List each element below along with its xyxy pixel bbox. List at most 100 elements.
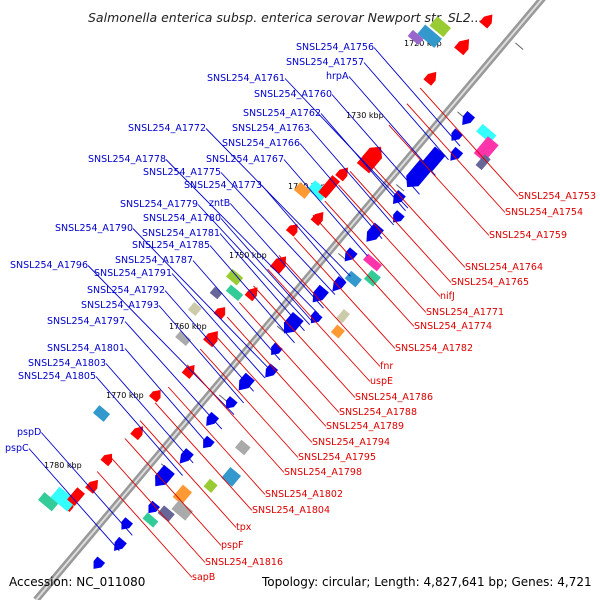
gene-label[interactable]: tpx [236,522,252,533]
gene-feature[interactable] [407,29,424,45]
gene-feature[interactable] [100,451,116,467]
gene-feature[interactable] [118,517,133,533]
gene-feature[interactable] [356,142,387,174]
gene-feature[interactable] [225,284,244,302]
gene-label[interactable]: SNSL254_A1775 [143,167,221,178]
gene-label[interactable]: SNSL254_A1805 [18,371,96,382]
gene-label[interactable]: SNSL254_A1754 [505,207,583,218]
gene-feature[interactable] [310,209,328,226]
gene-label[interactable]: SNSL254_A1796 [10,260,88,271]
gene-label[interactable]: SNSL254_A1788 [339,407,417,418]
gene-feature[interactable] [171,499,193,521]
gene-label[interactable]: SNSL254_A1779 [120,199,198,210]
gene-feature[interactable] [269,253,291,275]
gene-label[interactable]: zntB [209,198,230,209]
gene-label[interactable]: SNSL254_A1798 [284,467,362,478]
gene-feature[interactable] [85,477,102,494]
gene-label[interactable]: SNSL254_A1789 [326,421,404,432]
gene-label[interactable]: SNSL254_A1757 [286,57,364,68]
gene-label[interactable]: SNSL254_A1802 [265,489,343,500]
gene-label[interactable]: SNSL254_A1782 [395,343,473,354]
gene-feature[interactable] [203,327,222,348]
gene-feature[interactable] [479,11,497,29]
gene-feature[interactable] [363,253,382,272]
gene-label[interactable]: pspD [17,427,41,438]
gene-label[interactable]: SNSL254_A1762 [243,108,321,119]
gene-feature[interactable] [417,24,442,48]
gene-label[interactable]: SNSL254_A1786 [355,392,433,403]
gene-feature[interactable] [473,136,499,163]
gene-feature[interactable] [261,363,279,381]
gene-label[interactable]: SNSL254_A1801 [47,343,125,354]
gene-label[interactable]: uspE [370,376,393,387]
gene-feature[interactable] [222,396,238,412]
gene-label[interactable]: SNSL254_A1816 [205,557,283,568]
gene-label[interactable]: SNSL254_A1790 [55,223,133,234]
gene-label[interactable]: SNSL254_A1785 [132,240,210,251]
gene-feature[interactable] [279,311,304,338]
gene-feature[interactable] [389,190,406,207]
gene-label[interactable]: SNSL254_A1778 [88,154,166,165]
gene-label[interactable]: SNSL254_A1780 [143,213,221,224]
gene-label[interactable]: SNSL254_A1761 [207,73,285,84]
gene-feature[interactable] [209,286,223,300]
gene-label[interactable]: SNSL254_A1753 [518,191,596,202]
gene-feature[interactable] [90,556,106,572]
gene-feature[interactable] [329,276,347,295]
gene-label[interactable]: SNSL254_A1787 [115,255,193,266]
gene-label[interactable]: SNSL254_A1793 [81,300,159,311]
gene-feature[interactable] [37,492,59,512]
gene-feature[interactable] [458,111,476,128]
gene-label[interactable]: pspC [5,443,29,454]
gene-label[interactable]: fnr [380,361,393,372]
gene-feature[interactable] [335,164,352,182]
gene-feature[interactable] [446,146,464,164]
gene-feature[interactable] [145,500,160,517]
gene-label[interactable]: SNSL254_A1766 [222,138,300,149]
gene-feature[interactable] [202,411,220,429]
gene-label[interactable]: SNSL254_A1765 [451,277,529,288]
gene-feature[interactable] [285,221,301,237]
gene-feature[interactable] [429,16,452,38]
gene-label[interactable]: sapB [192,572,215,583]
gene-feature[interactable] [226,268,244,286]
gene-label[interactable]: SNSL254_A1803 [28,358,106,369]
gene-label[interactable]: SNSL254_A1792 [87,285,165,296]
gene-feature[interactable] [389,210,405,226]
gene-feature[interactable] [150,464,175,491]
gene-feature[interactable] [142,512,159,528]
gene-feature[interactable] [50,486,77,512]
gene-feature[interactable] [293,182,311,199]
gene-feature[interactable] [203,478,218,493]
gene-label[interactable]: SNSL254_A1773 [184,180,262,191]
gene-feature[interactable] [175,330,192,346]
gene-label[interactable]: hrpA [326,71,349,82]
gene-feature[interactable] [475,154,491,171]
gene-label[interactable]: SNSL254_A1791 [94,268,172,279]
gene-feature[interactable] [149,387,164,403]
gene-feature[interactable] [234,439,251,456]
gene-label[interactable]: SNSL254_A1781 [142,228,220,239]
gene-label[interactable]: SNSL254_A1774 [414,321,492,332]
gene-feature[interactable] [172,484,193,505]
gene-feature[interactable] [244,284,262,302]
gene-feature[interactable] [308,284,329,306]
gene-label[interactable]: nifJ [440,291,455,302]
gene-feature[interactable] [476,123,497,144]
gene-feature[interactable] [454,35,473,56]
gene-label[interactable]: SNSL254_A1772 [128,123,206,134]
gene-feature[interactable] [92,405,111,422]
gene-feature[interactable] [221,467,242,487]
gene-feature[interactable] [67,487,85,506]
gene-feature[interactable] [336,309,350,324]
gene-label[interactable]: SNSL254_A1764 [465,262,543,273]
gene-feature[interactable] [362,222,384,246]
gene-feature[interactable] [448,128,463,144]
gene-feature[interactable] [363,269,381,287]
gene-label[interactable]: pspF [221,540,243,551]
gene-label[interactable]: SNSL254_A1771 [426,307,504,318]
gene-label[interactable]: SNSL254_A1756 [296,42,374,53]
gene-feature[interactable] [423,69,440,86]
gene-feature[interactable] [318,175,341,199]
